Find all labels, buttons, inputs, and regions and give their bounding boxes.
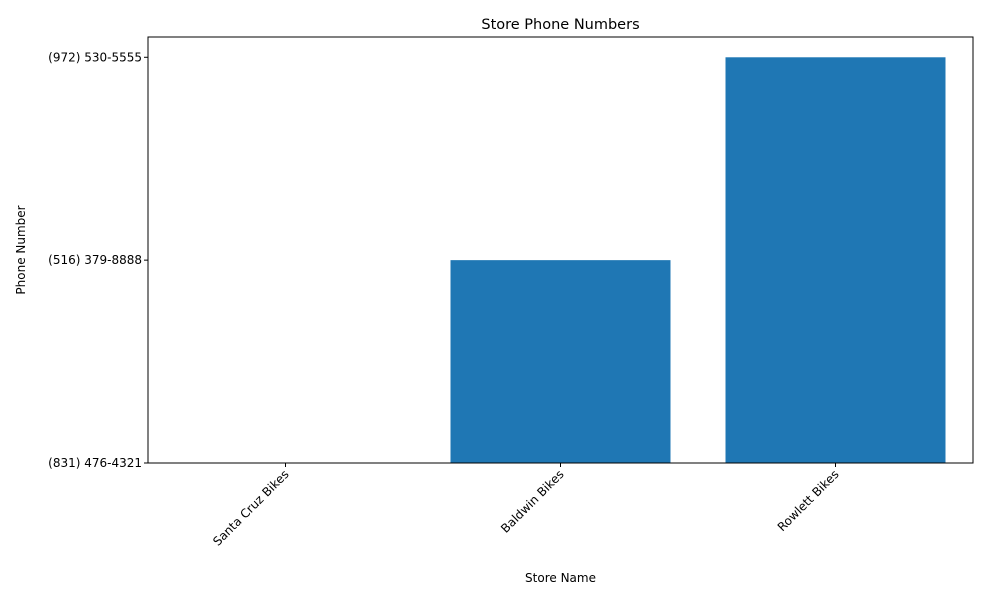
- plot-frame: [147, 36, 974, 464]
- y-tick-label: (516) 379-8888: [48, 253, 142, 267]
- bar-1: [450, 260, 671, 463]
- x-axis-label: Store Name: [525, 571, 596, 585]
- chart-title: Store Phone Numbers: [481, 17, 639, 33]
- bar-2: [725, 57, 946, 464]
- bars-group: [450, 57, 946, 464]
- x-tick-label: Rowlett Bikes: [775, 467, 842, 534]
- y-tick-label: (972) 530-5555: [48, 50, 142, 64]
- x-tick-label: Baldwin Bikes: [498, 467, 566, 535]
- y-tick-label: (831) 476-4321: [48, 456, 142, 470]
- y-axis-label: Phone Number: [14, 205, 28, 294]
- y-ticks-group: (831) 476-4321 (516) 379-8888 (972) 530-55…: [48, 50, 148, 470]
- x-ticks-group: Santa Cruz Bikes Baldwin Bikes Rowlett Bik…: [210, 463, 842, 549]
- x-tick-label: Santa Cruz Bikes: [210, 467, 291, 548]
